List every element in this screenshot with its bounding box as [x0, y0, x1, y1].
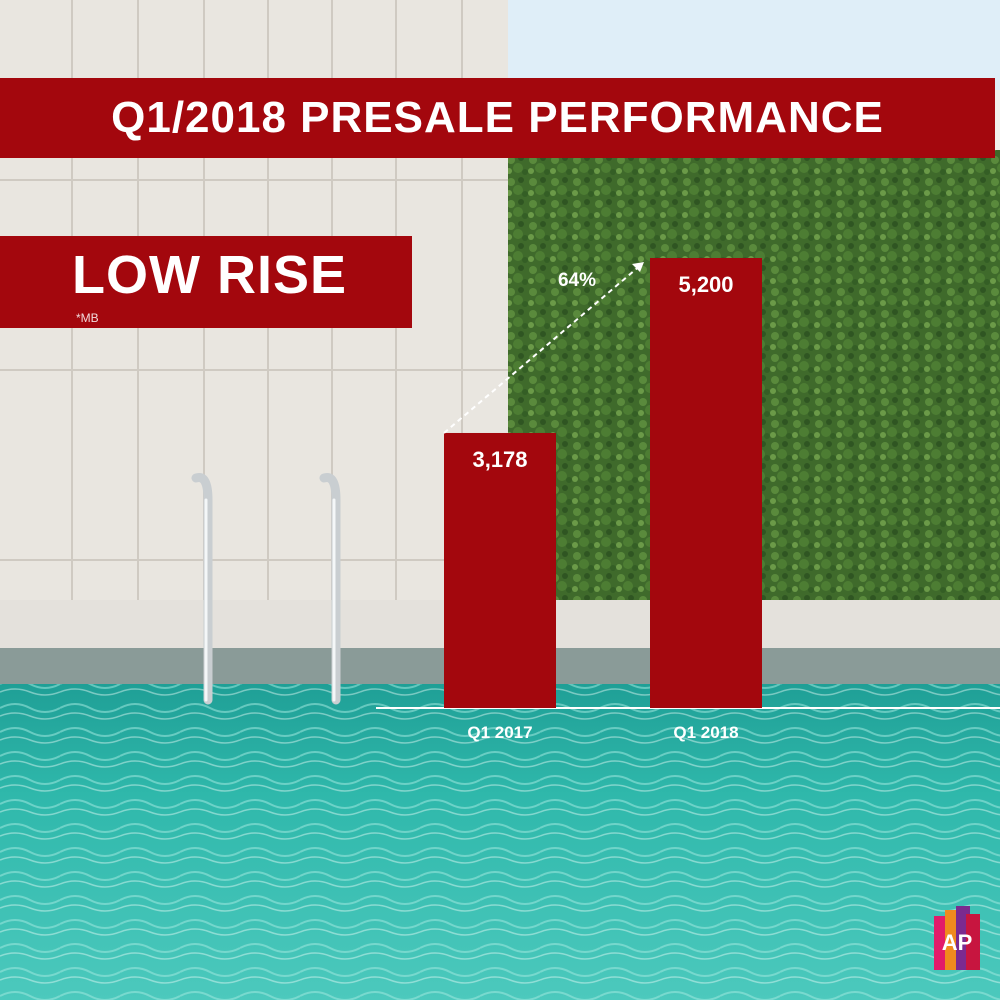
bar-1	[444, 432, 556, 708]
bar-2	[650, 258, 762, 708]
growth-arrow	[443, 263, 643, 434]
unit-note: *MB	[76, 311, 99, 325]
growth-percent-label: 64%	[558, 270, 596, 291]
segment-label: LOW RISE	[72, 245, 347, 305]
growth-arrowhead	[632, 262, 644, 272]
chart-title: Q1/2018 PRESALE PERFORMANCE	[111, 93, 884, 142]
ap-logo: AP	[934, 906, 980, 970]
bar-value-label-1: 3,178	[472, 447, 527, 472]
bar-value-label-2: 5,200	[678, 272, 733, 297]
category-label-2: Q1 2018	[673, 723, 738, 742]
segment-banner: LOW RISE *MB	[0, 236, 412, 328]
logo-text: AP	[942, 930, 973, 955]
title-banner: Q1/2018 PRESALE PERFORMANCE	[0, 78, 995, 158]
category-label-1: Q1 2017	[467, 723, 532, 742]
